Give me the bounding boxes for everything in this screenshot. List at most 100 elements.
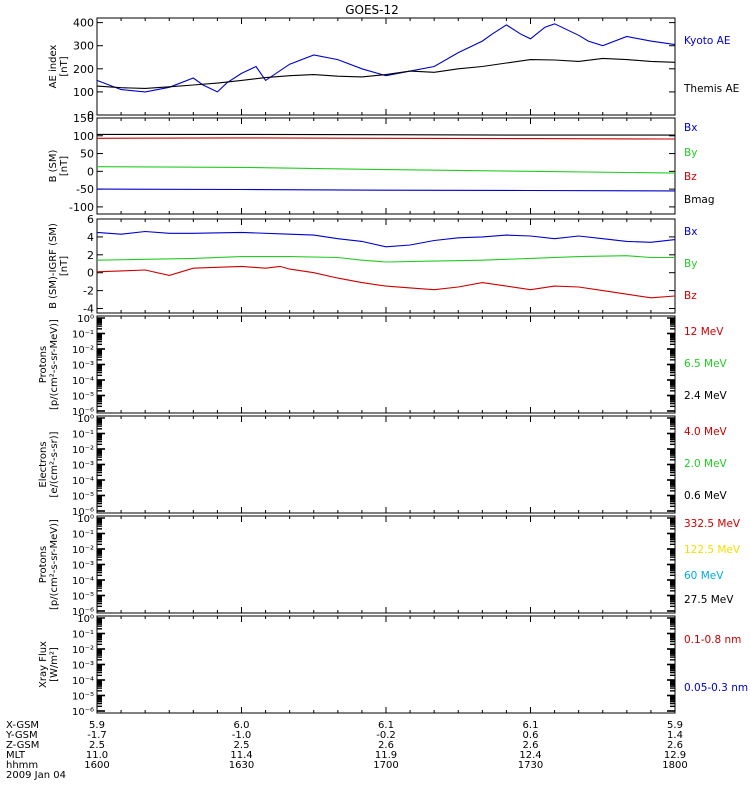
y-axis-label: [p/(cm²-s-sr-MeV)] xyxy=(49,319,60,410)
y-tick-label: 10⁻³ xyxy=(72,561,94,572)
ephemeris-value: 11.0 xyxy=(86,750,108,761)
y-axis-label: [e/(cm²-s-sr)] xyxy=(49,431,60,497)
y-tick-label: 10⁻¹ xyxy=(72,630,94,641)
y-tick-label: 10⁰ xyxy=(77,514,94,525)
y-tick-label: 100 xyxy=(73,86,94,99)
y-tick-label: 200 xyxy=(73,63,94,76)
ephemeris-value: 2.6 xyxy=(378,740,394,751)
series-line-bz xyxy=(96,265,676,299)
legend-bx: Bx xyxy=(684,122,697,134)
y-tick-label: 10⁻⁶ xyxy=(72,507,94,518)
panel-frame xyxy=(96,415,676,514)
y-tick-label: -100 xyxy=(69,201,94,214)
ephemeris-value: -0.2 xyxy=(376,730,396,741)
y-tick-label: 10⁻⁴ xyxy=(72,476,94,487)
y-tick-label: 2 xyxy=(87,249,94,262)
legend-0-1-0-8-nm: 0.1-0.8 nm xyxy=(684,634,741,646)
legend-by: By xyxy=(684,258,697,270)
y-axis-label: Electrons xyxy=(38,441,49,487)
y-tick-label: 4 xyxy=(87,231,94,244)
legend-bz: Bz xyxy=(684,290,697,302)
y-tick-label: 10⁻³ xyxy=(72,361,94,372)
panel-4: 10⁰ 10⁻¹ 10⁻² 10⁻³ 10⁻⁴ 10⁻⁵ 10⁻⁶ 12 MeV 6.5 MeV… xyxy=(38,314,728,418)
y-tick-label: 400 xyxy=(73,17,94,30)
y-tick-label: 10⁻² xyxy=(72,445,94,456)
legend-2-0-mev: 2.0 MeV xyxy=(684,458,728,470)
legend-122-5-mev: 122.5 MeV xyxy=(684,544,741,556)
y-tick-label: 300 xyxy=(73,40,94,53)
y-tick-label: 10⁻³ xyxy=(72,661,94,672)
panel-2: -100 -50 0 50 100 150 Bx By Bz Bmag B (SM) [nT] xyxy=(48,112,715,215)
y-tick-label: 6 xyxy=(87,213,94,226)
ephemeris-value: 5.9 xyxy=(667,720,683,731)
y-tick-label: 10⁻⁶ xyxy=(72,707,94,718)
y-axis-label: B (SM)-IGRF (SM) xyxy=(48,223,59,309)
ephemeris-value: 11.4 xyxy=(230,750,252,761)
ephemeris-row-name: Z-GSM xyxy=(6,740,39,751)
panel-frame xyxy=(96,315,676,414)
y-axis-label: [W/m²] xyxy=(49,647,60,682)
series-line-kyoto-ae xyxy=(96,23,676,93)
y-tick-label: 0 xyxy=(87,165,94,178)
y-tick-label: 10⁻⁶ xyxy=(72,407,94,418)
panel-frame xyxy=(96,117,676,215)
y-tick-label: 10⁻² xyxy=(72,545,94,556)
y-tick-label: 10⁻¹ xyxy=(72,530,94,541)
ephemeris-value: 5.9 xyxy=(89,720,105,731)
panel-frame xyxy=(96,615,676,714)
y-axis-label: Protons xyxy=(38,546,49,583)
ephemeris-value: 0.6 xyxy=(523,730,539,741)
legend-themis-ae: Themis AE xyxy=(683,83,739,95)
y-axis-label: Protons xyxy=(38,346,49,383)
panel-frame xyxy=(96,515,676,614)
ephemeris-row-name: MLT xyxy=(6,750,26,761)
ephemeris-row-name: hhmm xyxy=(6,760,38,771)
ephemeris-value: -1.0 xyxy=(232,730,252,741)
ephemeris-value: -1.7 xyxy=(87,730,107,741)
y-axis-label: [nT] xyxy=(59,56,70,76)
y-tick-label: 10⁻⁵ xyxy=(72,592,94,603)
ephemeris-value: 2.5 xyxy=(234,740,250,751)
ephemeris-value: 1730 xyxy=(518,760,543,771)
y-tick-label: 10⁻² xyxy=(72,345,94,356)
legend-4-0-mev: 4.0 MeV xyxy=(684,426,728,438)
legend-bx: Bx xyxy=(684,226,697,238)
y-tick-label: 10⁻⁴ xyxy=(72,376,94,387)
ephemeris-value: 11.9 xyxy=(375,750,397,761)
panel-5: 10⁰ 10⁻¹ 10⁻² 10⁻³ 10⁻⁴ 10⁻⁵ 10⁻⁶ 4.0 MeV 2.0 Me… xyxy=(38,414,728,518)
legend-0-6-mev: 0.6 MeV xyxy=(684,490,728,502)
ephemeris-value: 1700 xyxy=(373,760,398,771)
y-tick-label: 10⁻⁶ xyxy=(72,607,94,618)
legend-by: By xyxy=(684,147,697,159)
series-line-bz xyxy=(96,137,676,140)
legend-bz: Bz xyxy=(684,171,697,183)
panel-frame xyxy=(96,17,676,116)
panel-3: -4 -2 0 2 4 6 Bx By Bz B (SM)-IGRF (SM) [nT] xyxy=(48,213,697,316)
y-axis-label: [p/(cm²-s-sr-MeV)] xyxy=(49,519,60,610)
series-line-bmag xyxy=(97,133,675,136)
plot-date: 2009 Jan 04 xyxy=(6,770,66,781)
y-tick-label: 10⁻⁴ xyxy=(72,576,94,587)
y-tick-label: 10⁻⁵ xyxy=(72,392,94,403)
series-line-themis-ae xyxy=(96,57,676,89)
legend-27-5-mev: 27.5 MeV xyxy=(684,594,734,606)
x-axis-ephemeris: X-GSM 5.9 6.0 6.1 6.1 5.9 Y-GSM -1.7 -1.0 -0.2 0.6… xyxy=(5,720,688,781)
y-tick-label: -4 xyxy=(83,303,94,316)
ephemeris-value: 1600 xyxy=(84,760,109,771)
legend-332-5-mev: 332.5 MeV xyxy=(684,518,741,530)
legend-2-4-mev: 2.4 MeV xyxy=(684,390,728,402)
y-tick-label: 10⁻⁵ xyxy=(72,492,94,503)
y-tick-label: 10⁻⁴ xyxy=(72,676,94,687)
legend-0-05-0-3-nm: 0.05-0.3 nm xyxy=(684,682,748,694)
ephemeris-value: 6.1 xyxy=(523,720,539,731)
y-axis-label: AE index xyxy=(48,45,59,89)
ephemeris-value: 12.9 xyxy=(664,750,686,761)
y-tick-label: 10⁻¹ xyxy=(72,430,94,441)
ephemeris-value: 1630 xyxy=(229,760,254,771)
ephemeris-row-name: X-GSM xyxy=(6,720,39,731)
legend-kyoto-ae: Kyoto AE xyxy=(684,35,730,47)
y-tick-label: 10⁰ xyxy=(77,314,94,325)
y-tick-label: 150 xyxy=(73,112,94,125)
y-axis-label: Xray Flux xyxy=(38,641,49,688)
